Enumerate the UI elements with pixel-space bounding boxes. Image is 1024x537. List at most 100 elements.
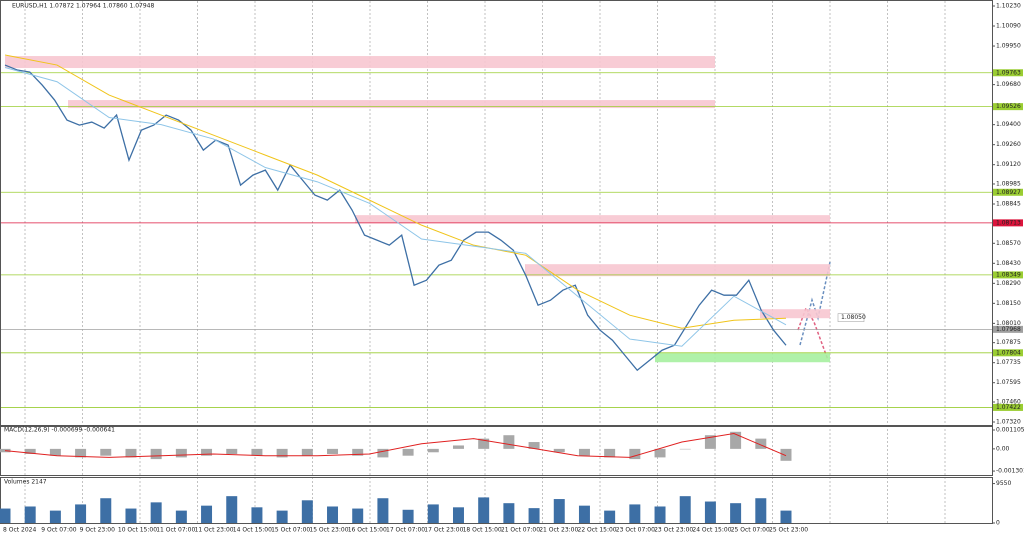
bar xyxy=(100,448,112,456)
y-tick-label: 1.08290 xyxy=(996,280,1021,287)
bar xyxy=(604,510,616,523)
annotation-label: 1.08050 xyxy=(841,314,866,321)
volume-panel-border xyxy=(0,477,993,524)
vertical-grid xyxy=(24,1,946,523)
bar xyxy=(654,448,666,458)
bar xyxy=(125,448,137,458)
time-label: 24 Oct 15:00 xyxy=(692,527,731,534)
bar xyxy=(578,448,590,456)
y-tick-label: 1.08570 xyxy=(996,240,1021,247)
bar xyxy=(629,448,641,460)
level-label: 1.08349 xyxy=(996,271,1021,278)
time-label: 15 Oct 07:00 xyxy=(271,527,310,534)
bar xyxy=(125,508,137,523)
bar xyxy=(452,507,464,523)
bar xyxy=(150,502,162,523)
series-line xyxy=(4,432,787,458)
time-label: 18 Oct 15:00 xyxy=(463,527,502,534)
bar xyxy=(251,507,263,523)
bar xyxy=(452,445,464,449)
level-tag xyxy=(993,219,1023,227)
bar xyxy=(201,505,213,523)
bar xyxy=(276,448,288,458)
level-tag xyxy=(993,403,1023,411)
zone xyxy=(68,100,715,109)
time-label: 9 Oct 07:00 xyxy=(41,527,76,534)
time-label: 21 Oct 07:00 xyxy=(501,527,540,534)
time-label: 17 Oct 23:00 xyxy=(424,527,463,534)
time-label: 22 Oct 15:00 xyxy=(578,527,617,534)
time-label: 15 Oct 23:00 xyxy=(309,527,348,534)
series-line xyxy=(4,66,787,347)
bar xyxy=(24,506,36,523)
bar xyxy=(780,510,792,523)
level-label: 1.08713 xyxy=(996,219,1021,226)
y-tick-label: 1.07460 xyxy=(996,398,1021,405)
bar xyxy=(251,448,263,456)
bar xyxy=(553,499,565,523)
time-label: 10 Oct 15:00 xyxy=(118,527,157,534)
level-label: 1.09763 xyxy=(996,69,1021,76)
level-tag xyxy=(993,271,1023,279)
bar xyxy=(100,498,112,523)
bar xyxy=(49,448,61,456)
bar xyxy=(679,448,691,450)
bar xyxy=(24,448,36,454)
level-label: 1.09526 xyxy=(996,103,1021,110)
level-label: 1.07422 xyxy=(996,404,1021,411)
time-label: 11 Oct 07:00 xyxy=(156,527,195,534)
time-label: 21 Oct 23:00 xyxy=(539,527,578,534)
zone xyxy=(655,353,830,363)
y-tick-label: 0.001105 xyxy=(996,427,1024,434)
bar xyxy=(327,506,339,523)
bar xyxy=(327,448,339,454)
forecast-up xyxy=(799,261,831,346)
bar xyxy=(755,498,767,523)
bar xyxy=(226,448,238,454)
bar xyxy=(150,448,162,460)
panel-title: Volumes 2147 xyxy=(4,479,47,486)
level-tag xyxy=(993,325,1023,333)
bar xyxy=(201,448,213,456)
time-label: 25 Oct 07:00 xyxy=(731,527,770,534)
zone xyxy=(355,215,830,224)
bar xyxy=(730,431,742,449)
zone xyxy=(760,309,830,319)
time-label: 16 Oct 15:00 xyxy=(348,527,387,534)
bar xyxy=(377,498,389,523)
y-tick-label: 1.08845 xyxy=(996,200,1021,207)
bar xyxy=(175,510,187,523)
bar xyxy=(604,448,616,458)
bar xyxy=(528,508,540,523)
bar xyxy=(553,448,565,453)
time-label: 9 Oct 23:00 xyxy=(80,527,115,534)
bar xyxy=(478,497,490,523)
level-label: 1.08927 xyxy=(996,189,1021,196)
series-line xyxy=(4,54,787,329)
bar xyxy=(402,448,414,456)
y-tick-label: 1.08430 xyxy=(996,260,1021,267)
y-tick-label: 0 xyxy=(996,520,1000,527)
bar xyxy=(276,510,288,523)
y-tick-label: 1.07320 xyxy=(996,419,1021,426)
bar xyxy=(226,496,238,523)
level-label: 1.07804 xyxy=(996,349,1021,356)
y-tick-label: 1.10230 xyxy=(996,3,1021,10)
panel-title: MACD(12,26,9) -0.000699 -0.000641 xyxy=(4,427,115,434)
bar xyxy=(352,508,364,523)
y-tick-label: 1.09400 xyxy=(996,121,1021,128)
time-label: 25 Oct 23:00 xyxy=(769,527,808,534)
annotation-box xyxy=(837,313,865,322)
bar xyxy=(75,448,87,458)
bar xyxy=(780,448,792,461)
y-tick-label: 1.07595 xyxy=(996,379,1021,386)
time-label: 8 Oct 2024 xyxy=(3,527,36,534)
chart-title: EURUSD,H1 1.07872 1.07964 1.07860 1.0794… xyxy=(12,3,154,10)
y-tick-label: 0.00 xyxy=(996,445,1010,452)
level-tag xyxy=(993,349,1023,357)
bar xyxy=(427,504,439,523)
bar xyxy=(402,509,414,523)
y-tick-label: 9550 xyxy=(996,480,1011,487)
level-tag xyxy=(993,188,1023,196)
time-label: 14 Oct 15:00 xyxy=(233,527,272,534)
